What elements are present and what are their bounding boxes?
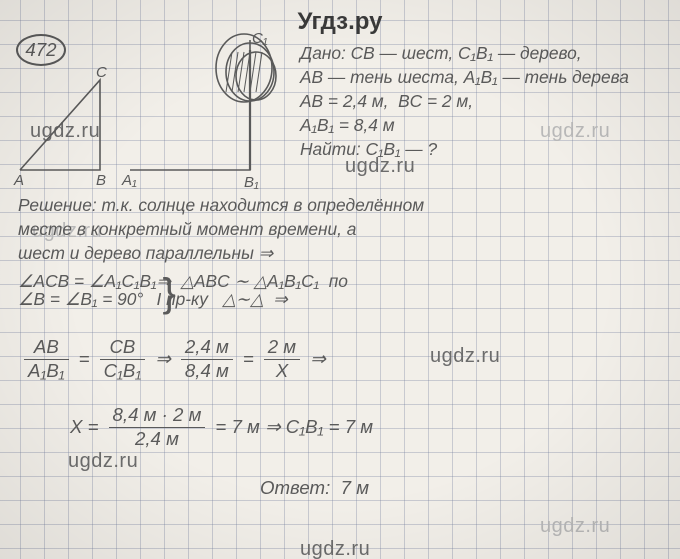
frac-solve-num: 8,4 м · 2 м xyxy=(109,406,206,428)
proportion-row: ABA₁B₁ = CBC₁B₁ ⇒ 2,4 м8,4 м = 2 мX ⇒ xyxy=(24,338,326,380)
frac-ab-den: A₁B₁ xyxy=(24,360,69,381)
similarity-line-2: I пр-ку △∼△ ⇒ xyxy=(156,290,347,308)
frac-2-x-den: X xyxy=(264,360,300,381)
label-C1: C₁ xyxy=(252,30,268,47)
implies-1: ⇒ xyxy=(155,348,171,370)
frac-2-x: 2 мX xyxy=(264,338,300,380)
solution-intro-line: месте в конкретный момент времени, а xyxy=(18,220,424,244)
frac-ab: ABA₁B₁ xyxy=(24,338,69,380)
angle-equalities-block: ∠ACB = ∠A₁C₁B₁∠B = ∠B₁ = 90°}⇒ △ABC ∼ △A… xyxy=(18,272,156,308)
angle-line-2: ∠B = ∠B₁ = 90° xyxy=(18,290,156,308)
implies-2: ⇒ xyxy=(310,348,326,370)
similarity-line-1: ⇒ △ABC ∼ △A₁B₁C₁ по xyxy=(156,272,347,290)
label-B1: B₁ xyxy=(244,174,259,191)
frac-solve-den: 2,4 м xyxy=(109,428,206,449)
given-block: Дано: CB — шест, C₁B₁ — дерево,AB — тень… xyxy=(300,44,629,164)
label-B: B xyxy=(96,172,106,189)
frac-cb-den: C₁B₁ xyxy=(100,360,146,381)
equals-1: = xyxy=(79,348,90,370)
frac-ab-num: AB xyxy=(24,338,69,360)
geometry-sketch xyxy=(0,0,300,190)
given-line: AB — тень шеста, A₁B₁ — тень дерева xyxy=(300,68,629,92)
frac-cb: CBC₁B₁ xyxy=(100,338,146,380)
x-result: = 7 м ⇒ C₁B₁ = 7 м xyxy=(215,416,373,438)
frac-solve: 8,4 м · 2 м2,4 м xyxy=(109,406,206,448)
given-line: AB = 2,4 м, BC = 2 м, xyxy=(300,92,629,116)
solution-intro-line: Решение: т.к. солнце находится в определ… xyxy=(18,196,424,220)
solution-intro-line: шест и дерево параллельны ⇒ xyxy=(18,244,424,268)
frac-2-x-num: 2 м xyxy=(264,338,300,360)
frac-24-84: 2,4 м8,4 м xyxy=(181,338,233,380)
given-line: Найти: C₁B₁ — ? xyxy=(300,140,629,164)
frac-24-84-den: 8,4 м xyxy=(181,360,233,381)
label-C: C xyxy=(96,64,107,81)
equals-2: = xyxy=(243,348,254,370)
frac-cb-num: CB xyxy=(100,338,146,360)
label-A1: A₁ xyxy=(122,172,137,189)
x-equals: X = xyxy=(70,416,99,438)
frac-24-84-num: 2,4 м xyxy=(181,338,233,360)
solution-intro: Решение: т.к. солнце находится в определ… xyxy=(18,196,424,268)
answer-line: Ответ: 7 м xyxy=(260,478,369,498)
solve-x-row: X = 8,4 м · 2 м2,4 м = 7 м ⇒ C₁B₁ = 7 м xyxy=(70,406,373,448)
given-line: Дано: CB — шест, C₁B₁ — дерево, xyxy=(300,44,629,68)
given-line: A₁B₁ = 8,4 м xyxy=(300,116,629,140)
angle-line-1: ∠ACB = ∠A₁C₁B₁ xyxy=(18,272,156,290)
label-A: A xyxy=(14,172,24,189)
